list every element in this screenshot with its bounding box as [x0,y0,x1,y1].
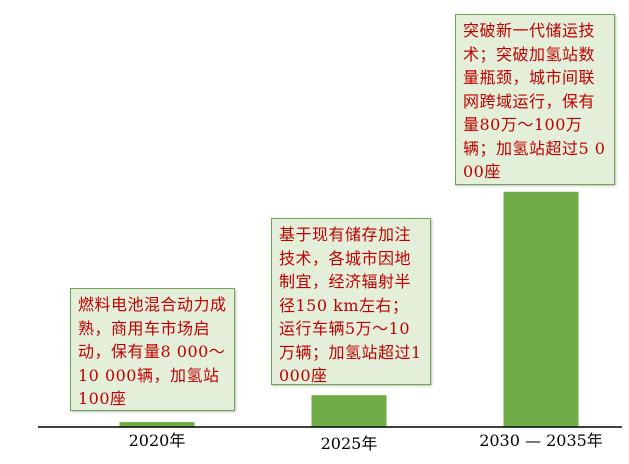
x-tick-labels: 2020年 2025年 2030 — 2035年 [129,431,603,453]
x-tick-label-2: 2030 — 2035年 [479,431,603,450]
bar-0 [119,422,195,427]
annotation-2030-2035: 突破新一代储运技术；突破加氢站数量瓶颈，城市间联网跨域运行，保有量80万～100… [455,14,615,185]
x-tick-label-1: 2025年 [321,434,378,453]
x-tick-label-0: 2020年 [129,431,186,450]
annotation-2020: 燃料电池混合动力成熟，商用车市场启动，保有量8 000～10 000辆，加氢站1… [70,288,235,411]
bar-1 [311,395,387,427]
annotation-2025: 基于现有储存加注技术，各城市因地制宜，经济辐射半径150 km左右；运行车辆5万… [271,218,431,385]
bar-2 [503,191,579,427]
bars-group [119,191,579,427]
